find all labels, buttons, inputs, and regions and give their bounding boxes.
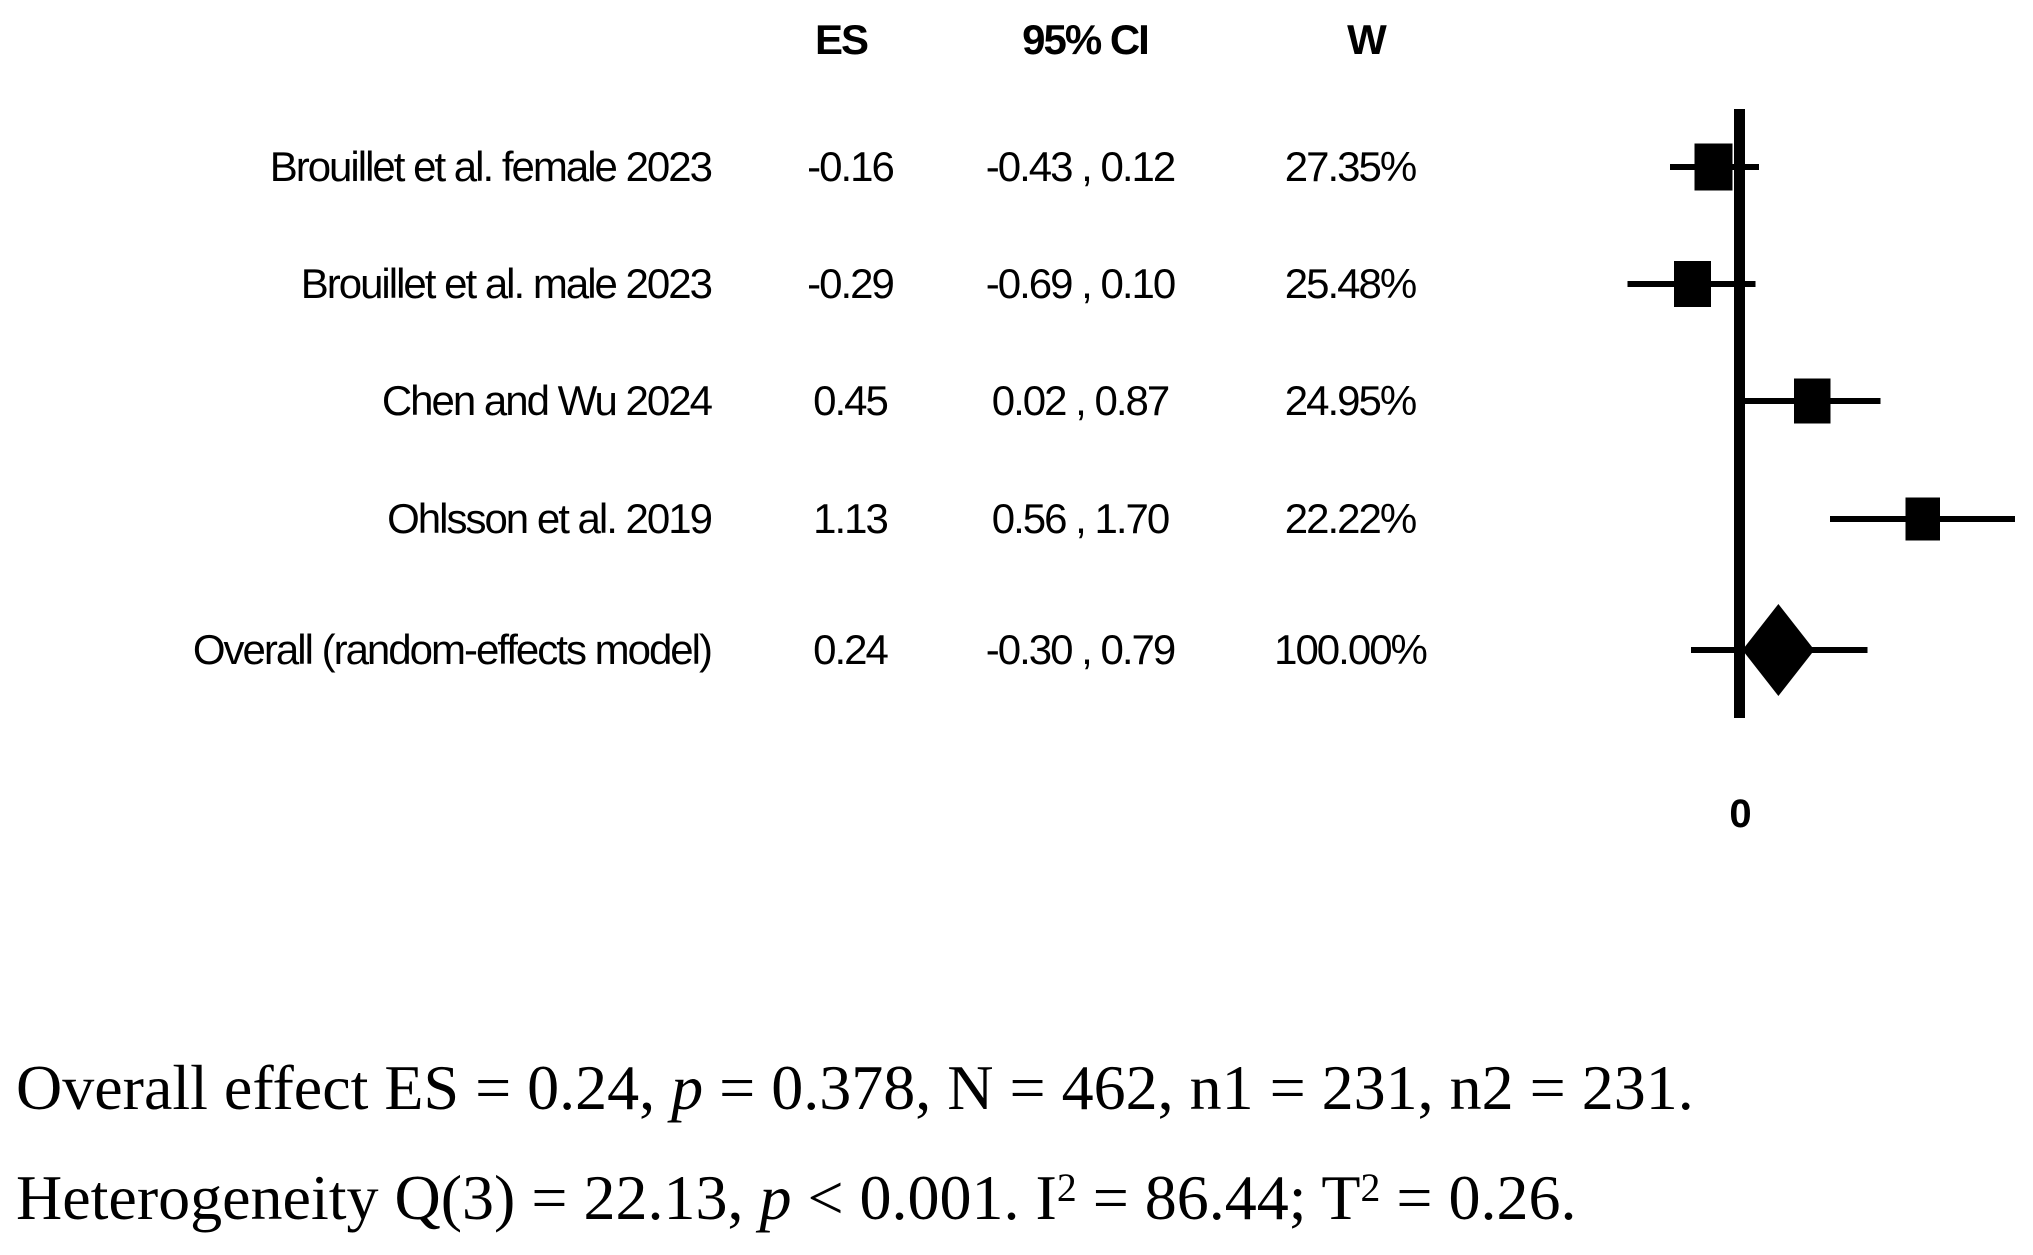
overall-label: Overall (random-effects model) [192, 626, 713, 673]
column-header-es: ES [814, 16, 869, 63]
es-value: 0.24 [813, 626, 889, 673]
table-row: Ohlsson et al. 2019 1.13 0.56 , 1.70 22.… [0, 489, 1550, 549]
study-label: Brouillet et al. male 2023 [300, 260, 713, 307]
footer-text-segment: 2 [1360, 1166, 1381, 1210]
weight-value: 100.00% [1274, 626, 1428, 673]
weight-value: 24.95% [1284, 377, 1417, 424]
footer-text-segment: = 86.44; T [1076, 1161, 1361, 1233]
footer-notes: Overall effect ES = 0.24, p = 0.378, N =… [16, 1038, 2026, 1248]
weight-square-marker [1694, 143, 1733, 191]
es-value: -0.16 [807, 143, 895, 190]
ci-value: -0.43 , 0.12 [985, 143, 1176, 190]
footer-text-segment: = 0.378, N = 462, n1 = 231, n2 = 231. [703, 1052, 1694, 1123]
zero-reference-line [1734, 109, 1745, 718]
weight-square-marker [1905, 497, 1940, 541]
es-value: 1.13 [813, 495, 889, 542]
table-row: Brouillet et al. male 2023 -0.29 -0.69 ,… [0, 254, 1550, 314]
overall-effect-note: Overall effect ES = 0.24, p = 0.378, N =… [16, 1038, 2026, 1138]
footer-text-segment: < 0.001. I [791, 1161, 1057, 1233]
study-label: Ohlsson et al. 2019 [387, 495, 713, 542]
footer-text-segment: Heterogeneity Q(3) = 22.13, [16, 1161, 760, 1233]
column-header-w: W [1347, 16, 1387, 63]
footer-text-segment: p [671, 1052, 704, 1123]
footer-text-segment: = 0.26. [1380, 1161, 1577, 1233]
es-value: -0.29 [807, 260, 895, 307]
weight-value: 22.22% [1284, 495, 1417, 542]
overall-diamond [1742, 604, 1815, 696]
footer-text-segment: p [759, 1161, 792, 1233]
weight-square-marker [1674, 261, 1711, 307]
table-row: Brouillet et al. female 2023 -0.16 -0.43… [0, 137, 1550, 197]
ci-value: -0.30 , 0.79 [985, 626, 1176, 673]
footer-text-segment: 2 [1056, 1166, 1077, 1210]
footer-text-segment: Overall effect ES = 0.24, [16, 1052, 672, 1123]
study-label: Chen and Wu 2024 [381, 377, 713, 424]
column-header-ci: 95% CI [1022, 16, 1150, 63]
table-header-row: ES 95% CI W [0, 10, 1550, 70]
ci-value: -0.69 , 0.10 [985, 260, 1176, 307]
table-row-overall: Overall (random-effects model) 0.24 -0.3… [0, 620, 1550, 680]
ci-value: 0.02 , 0.87 [991, 377, 1171, 424]
es-value: 0.45 [813, 377, 889, 424]
weight-value: 27.35% [1284, 143, 1417, 190]
weight-value: 25.48% [1284, 260, 1417, 307]
study-label: Brouillet et al. female 2023 [269, 143, 713, 190]
heterogeneity-note: Heterogeneity Q(3) = 22.13, p < 0.001. I… [16, 1138, 2026, 1248]
ci-value: 0.56 , 1.70 [991, 495, 1171, 542]
x-axis-tick-label: 0 [1729, 792, 1750, 836]
table-row: Chen and Wu 2024 0.45 0.02 , 0.87 24.95% [0, 371, 1550, 431]
weight-square-marker [1794, 378, 1831, 424]
